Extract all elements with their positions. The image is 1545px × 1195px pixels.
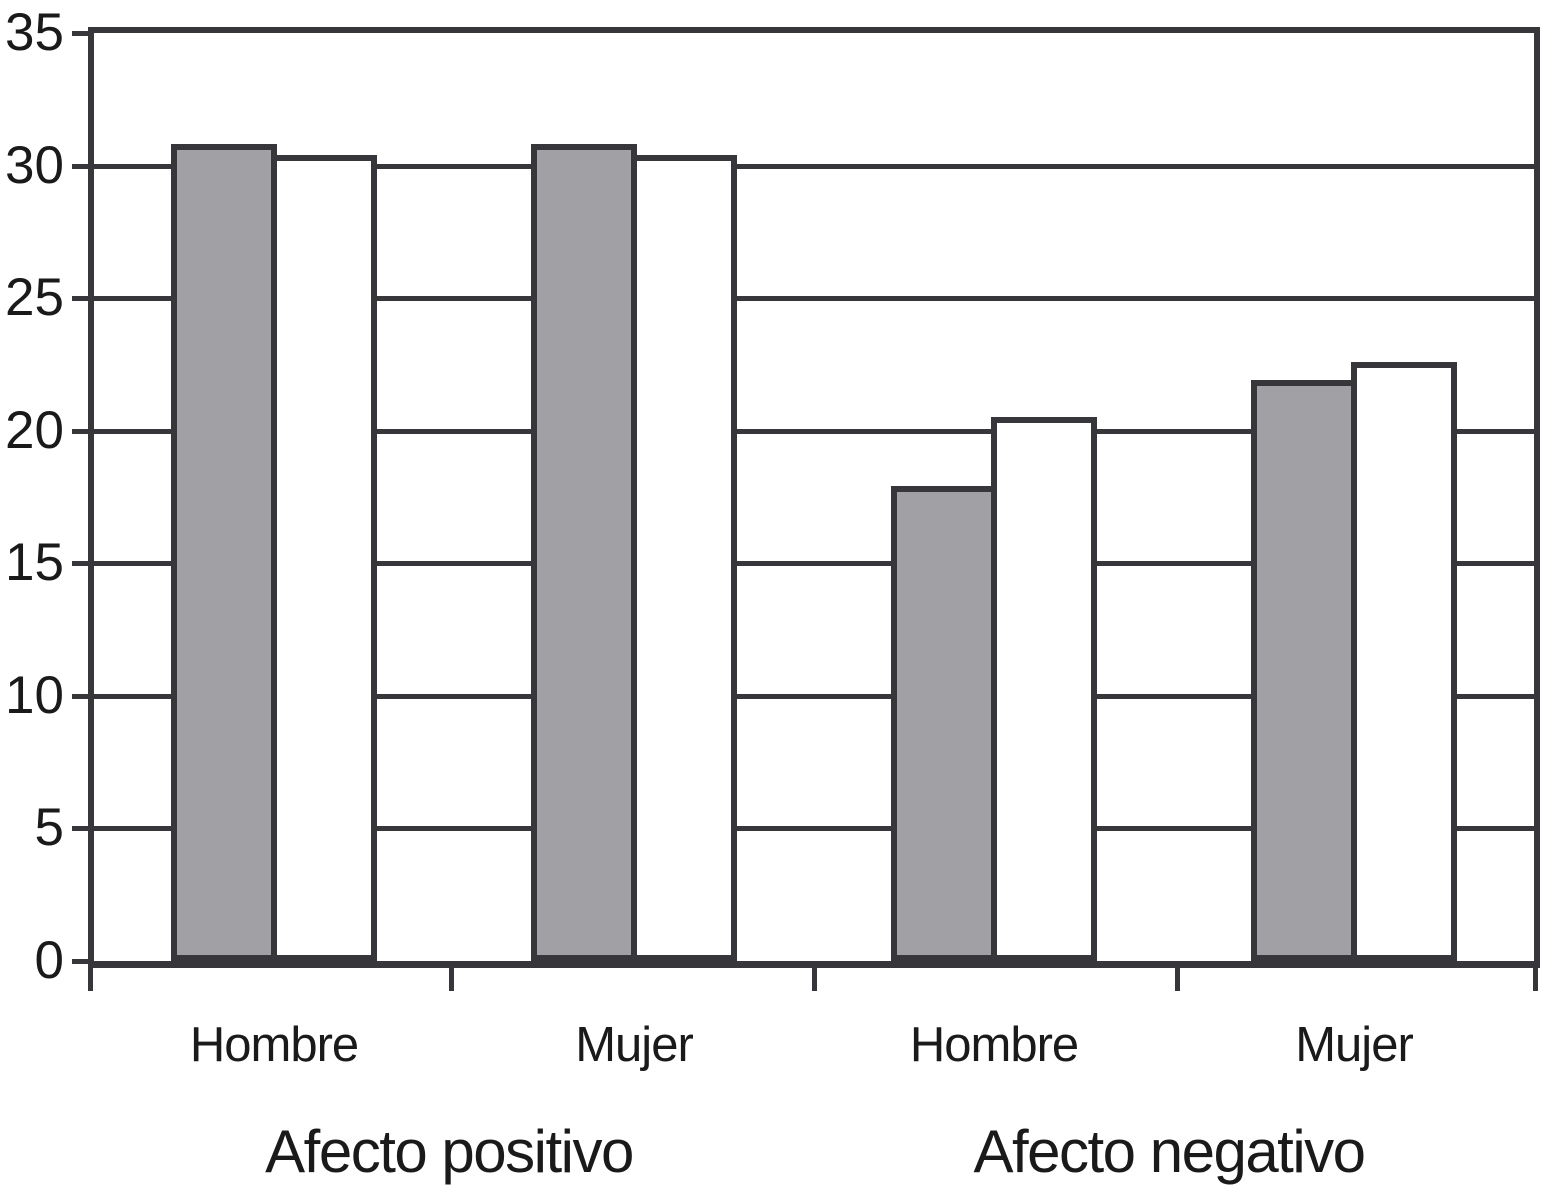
ytick-5 xyxy=(72,826,88,832)
bar-mujer-positivo-gris xyxy=(531,144,637,961)
bar-hombre-negativo-blanca xyxy=(991,417,1097,961)
ytick-25 xyxy=(72,296,88,302)
gridline-25 xyxy=(94,296,1534,302)
ytick-label-20: 20 xyxy=(5,400,64,460)
xtick-boundary-3 xyxy=(1175,967,1180,991)
ytick-label-30: 30 xyxy=(5,135,64,195)
ytick-label-0: 0 xyxy=(34,931,64,990)
gridline-10 xyxy=(94,693,1534,699)
xtick-boundary-4 xyxy=(1533,967,1538,991)
group-label-1: Afecto negativo xyxy=(973,1118,1366,1185)
bar-mujer-negativo-gris xyxy=(1251,380,1357,961)
category-label-0: Hombre xyxy=(189,1018,359,1072)
category-label-3: Mujer xyxy=(1295,1018,1414,1072)
group-label-0: Afecto positivo xyxy=(265,1118,634,1185)
ytick-30 xyxy=(72,163,88,169)
category-label-1: Mujer xyxy=(575,1018,694,1072)
xtick-boundary-2 xyxy=(812,967,817,991)
bar-hombre-negativo-gris xyxy=(891,486,997,961)
ytick-label-15: 15 xyxy=(5,533,64,593)
ytick-20 xyxy=(72,428,88,434)
ytick-label-35: 35 xyxy=(5,3,64,62)
ytick-35 xyxy=(72,31,88,36)
bar-hombre-positivo-gris xyxy=(171,144,277,961)
xtick-boundary-1 xyxy=(449,967,454,991)
ytick-10 xyxy=(72,693,88,699)
ytick-label-25: 25 xyxy=(5,268,64,328)
xtick-boundary-0 xyxy=(88,967,93,991)
plot-area xyxy=(88,27,1540,968)
ytick-15 xyxy=(72,561,88,567)
gridline-5 xyxy=(94,826,1534,832)
gridline-15 xyxy=(94,561,1534,567)
bar-mujer-positivo-blanca xyxy=(631,155,737,961)
bar-mujer-negativo-blanca xyxy=(1351,362,1457,961)
gridline-20 xyxy=(94,428,1534,434)
ytick-label-10: 10 xyxy=(5,665,64,725)
category-label-2: Hombre xyxy=(909,1018,1079,1072)
gridline-30 xyxy=(94,163,1534,169)
ytick-label-5: 5 xyxy=(34,798,64,858)
bar-hombre-positivo-blanca xyxy=(271,155,377,961)
ytick-0 xyxy=(72,959,88,964)
